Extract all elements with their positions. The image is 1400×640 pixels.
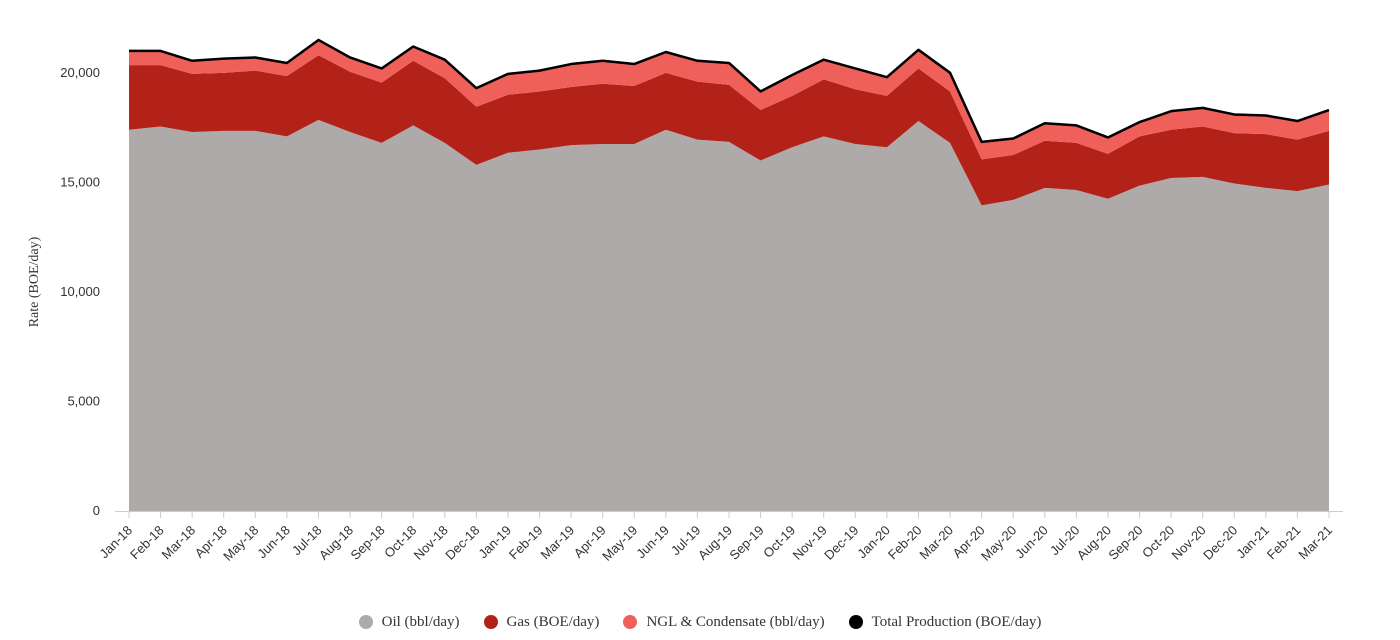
x-tick-label: Jun-20 [1012, 523, 1051, 562]
y-tick-label: 20,000 [60, 65, 100, 80]
legend-label: Oil (bbl/day) [381, 613, 460, 630]
area-series-0 [129, 119, 1329, 512]
x-tick-label: Feb-21 [1264, 523, 1304, 563]
x-tick-label: Nov-20 [1169, 523, 1209, 563]
legend-item-3[interactable]: Total Production (BOE/day) [848, 613, 1042, 631]
legend-label: Gas (BOE/day) [506, 613, 600, 630]
y-tick-label: 5,000 [67, 393, 100, 408]
x-tick-label: Jan-18 [96, 523, 135, 562]
legend-item-0[interactable]: Oil (bbl/day) [358, 613, 460, 631]
x-tick-label: Sep-19 [726, 523, 766, 563]
x-tick-label: Dec-18 [442, 523, 482, 563]
x-tick-label: May-20 [978, 523, 1019, 564]
legend-swatch-icon [848, 615, 863, 629]
x-axis: Jan-18Feb-18Mar-18Apr-18May-18Jun-18Jul-… [96, 511, 1335, 564]
legend-swatch-icon [358, 615, 373, 629]
x-tick-label: Dec-19 [821, 523, 861, 563]
y-tick-label: 0 [93, 503, 100, 518]
x-tick-label: Mar-20 [916, 523, 956, 563]
y-axis: 0 5,000 10,000 15,000 20,000 [60, 65, 100, 518]
x-tick-label: Feb-19 [506, 523, 546, 563]
x-tick-label: Mar-18 [159, 523, 199, 563]
x-tick-label: Mar-21 [1295, 523, 1335, 563]
area-series-group [129, 39, 1329, 512]
x-tick-label: Nov-18 [411, 523, 451, 563]
x-tick-label: Feb-18 [127, 523, 167, 563]
x-tick-label: Sep-20 [1105, 523, 1145, 563]
legend-item-2[interactable]: NGL & Condensate (bbl/day) [623, 613, 825, 631]
x-tick-label: Jan-21 [1233, 523, 1272, 562]
y-axis-title: Rate (BOE/day) [27, 236, 42, 327]
legend: Oil (bbl/day) Gas (BOE/day) NGL & Condensa… [0, 608, 1400, 636]
x-tick-label: Aug-19 [695, 523, 735, 563]
x-tick-label: Sep-18 [348, 523, 388, 563]
total-production-line [129, 38, 1330, 144]
legend-swatch-icon [483, 615, 498, 629]
x-tick-label: Nov-19 [790, 523, 830, 563]
area-series-1 [129, 55, 1329, 206]
legend-label: NGL & Condensate (bbl/day) [646, 613, 825, 630]
legend-item-1[interactable]: Gas (BOE/day) [483, 613, 600, 631]
production-area-chart: Jan-18Feb-18Mar-18Apr-18May-18Jun-18Jul-… [27, 38, 1343, 564]
x-tick-label: Jan-19 [475, 523, 514, 562]
x-tick-label: Aug-20 [1074, 523, 1114, 563]
x-tick-label: May-18 [220, 523, 261, 564]
x-tick-label: Aug-18 [316, 523, 356, 563]
line-series-group [129, 38, 1330, 144]
x-tick-label: Jun-19 [633, 523, 672, 562]
legend-label: Total Production (BOE/day) [871, 613, 1042, 630]
x-tick-label: Jun-18 [254, 523, 293, 562]
x-tick-label: May-19 [599, 523, 640, 564]
x-tick-label: Jan-20 [854, 523, 893, 562]
x-tick-label: Mar-19 [537, 523, 577, 563]
y-tick-label: 15,000 [60, 174, 100, 189]
x-tick-label: Dec-20 [1200, 523, 1240, 563]
x-tick-label: Feb-20 [885, 523, 925, 563]
legend-swatch-icon [623, 615, 638, 629]
y-tick-label: 10,000 [60, 284, 100, 299]
